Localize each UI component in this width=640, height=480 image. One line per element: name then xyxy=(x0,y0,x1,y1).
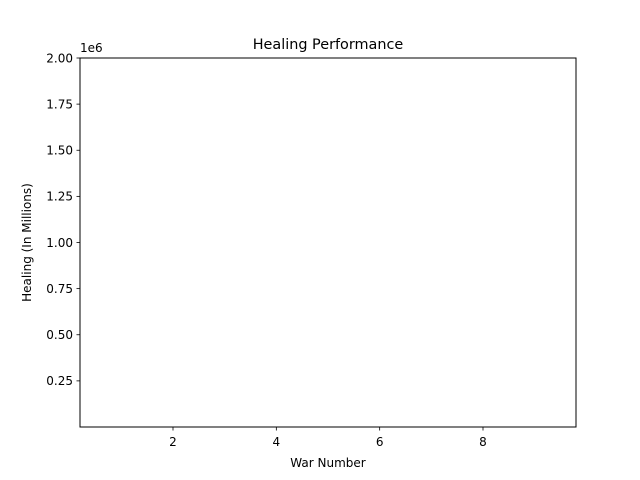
y-tick-label: 0.50 xyxy=(46,328,73,342)
y-axis-ticks: 0.25 0.50 0.75 1.00 1.25 1.50 1.75 2.00 xyxy=(46,51,80,388)
y-tick-label: 2.00 xyxy=(46,51,73,65)
x-tick-label: 8 xyxy=(479,435,487,449)
y-tick-label: 1.00 xyxy=(46,236,73,250)
y-tick-label: 1.75 xyxy=(46,97,73,111)
x-tick-label: 2 xyxy=(169,435,177,449)
y-tick-label: 0.75 xyxy=(46,282,73,296)
chart-title: Healing Performance xyxy=(253,37,404,53)
x-tick-label: 6 xyxy=(376,435,384,449)
y-axis-title: Healing (In Millions) xyxy=(20,183,34,302)
plot-area xyxy=(80,58,576,427)
y-tick-label: 0.25 xyxy=(46,374,73,388)
x-axis-title: War Number xyxy=(290,456,365,470)
x-tick-label: 4 xyxy=(273,435,281,449)
plot-frame xyxy=(79,57,577,428)
y-axis-offset-text: 1e6 xyxy=(80,41,103,55)
x-axis-ticks: 2 4 6 8 xyxy=(169,427,487,449)
y-tick-label: 1.50 xyxy=(46,144,73,158)
y-tick-label: 1.25 xyxy=(46,190,73,204)
